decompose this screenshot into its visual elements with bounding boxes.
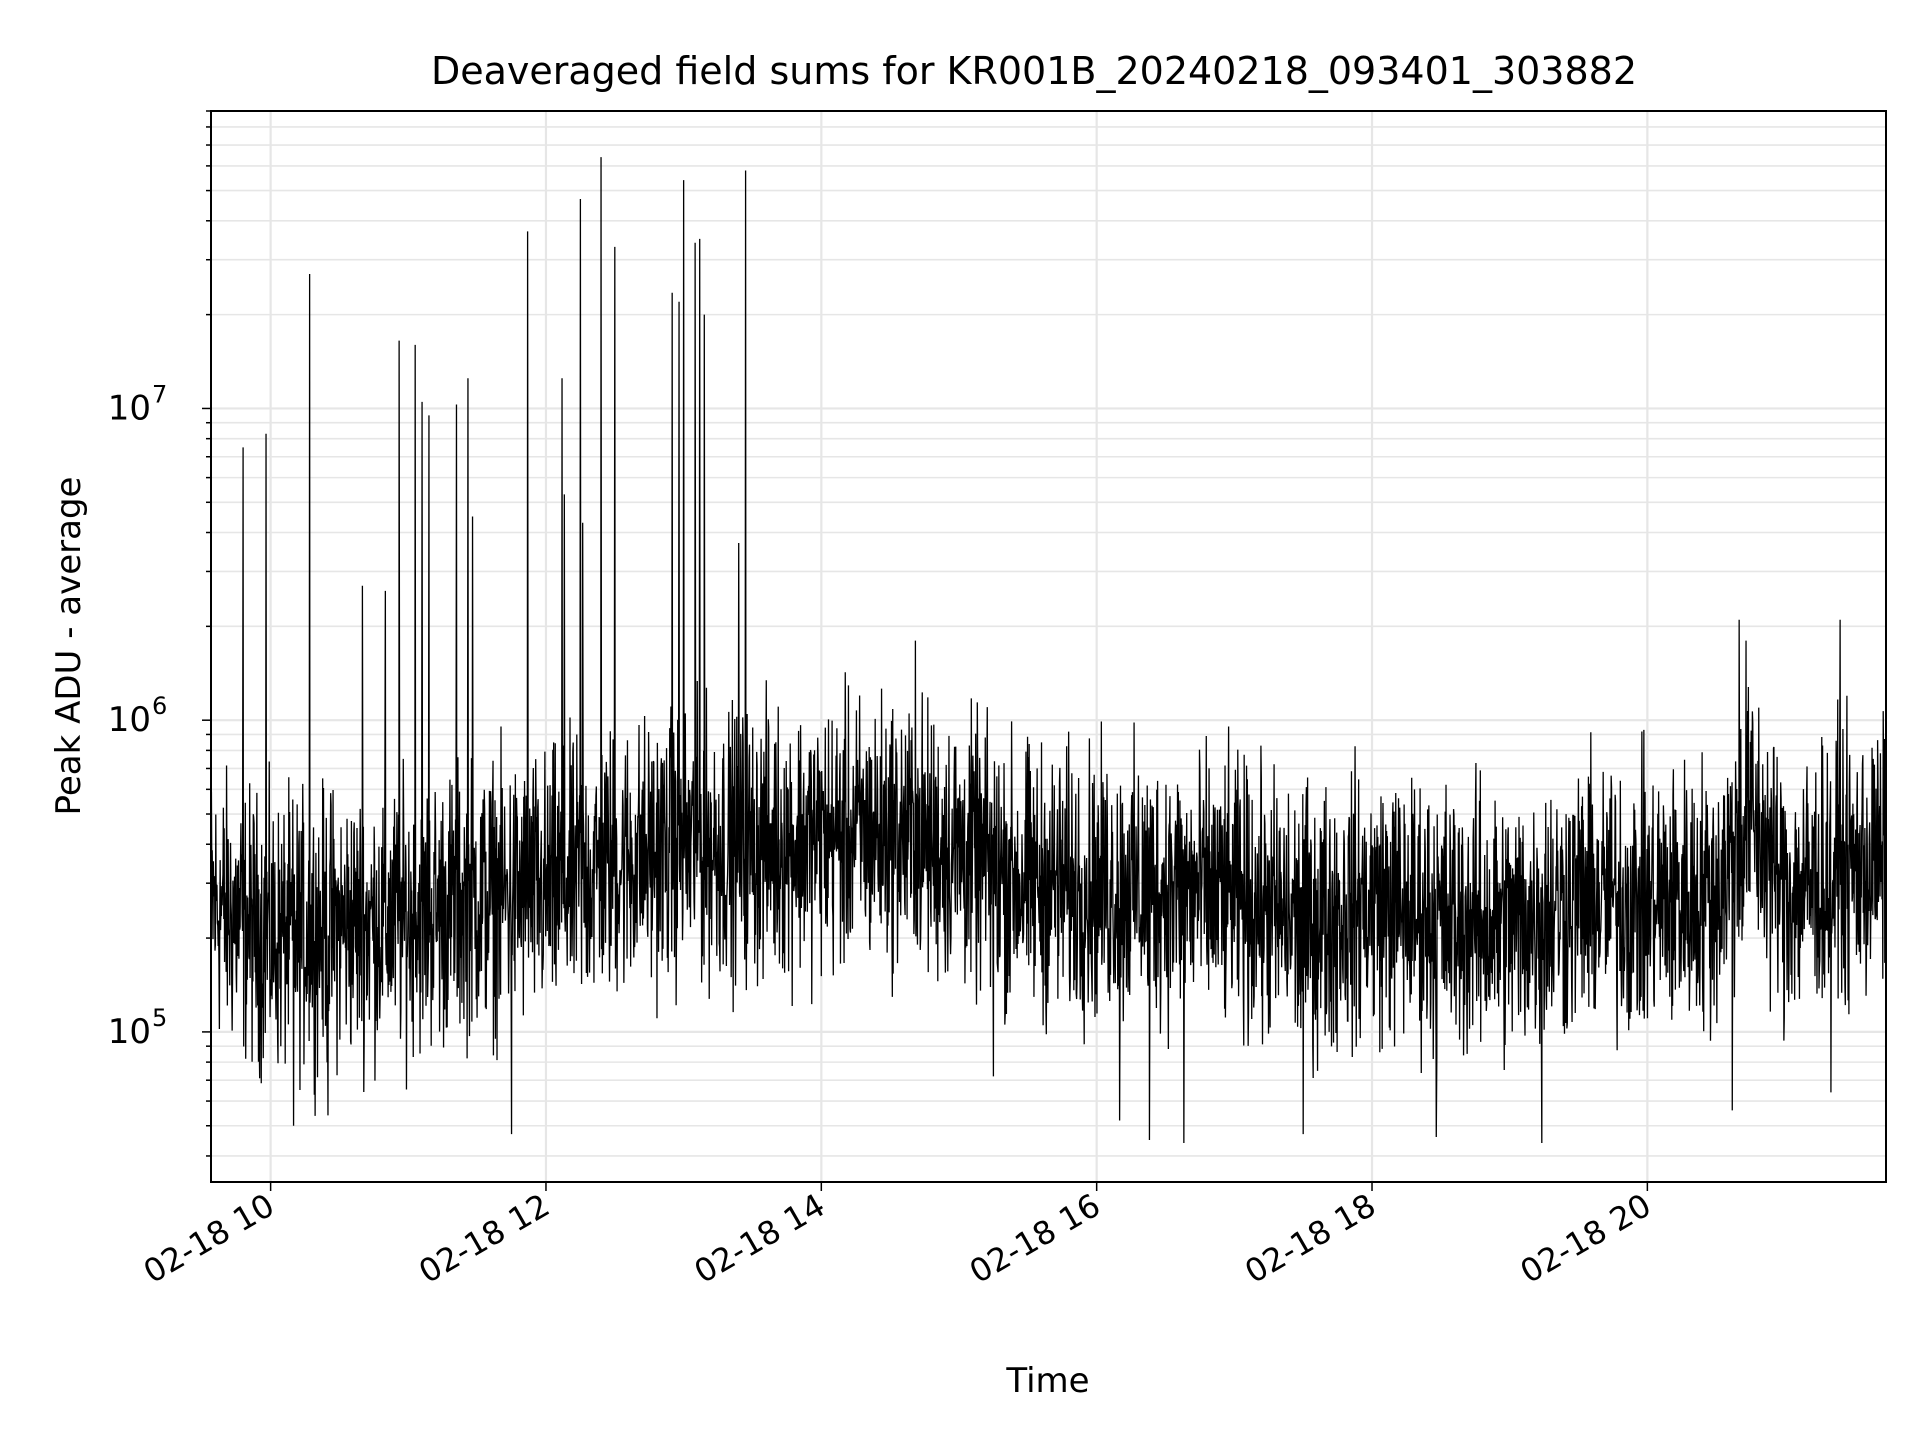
- y-axis-label: Peak ADU - average: [49, 477, 89, 816]
- y-tick-exponent: 7: [152, 380, 167, 408]
- chart-title: Deaveraged field sums for KR001B_2024021…: [431, 49, 1637, 93]
- y-tick-exponent: 5: [152, 1004, 167, 1032]
- series-line: [210, 157, 1887, 1144]
- y-tick-label: 10: [108, 388, 151, 428]
- y-tick-label: 10: [108, 700, 151, 740]
- y-tick-exponent: 6: [152, 692, 167, 720]
- plot-frame: [210, 110, 1887, 1183]
- x-axis-label: Time: [1005, 1361, 1089, 1401]
- series-group: [210, 157, 1887, 1144]
- y-tick-label: 10: [108, 1012, 151, 1052]
